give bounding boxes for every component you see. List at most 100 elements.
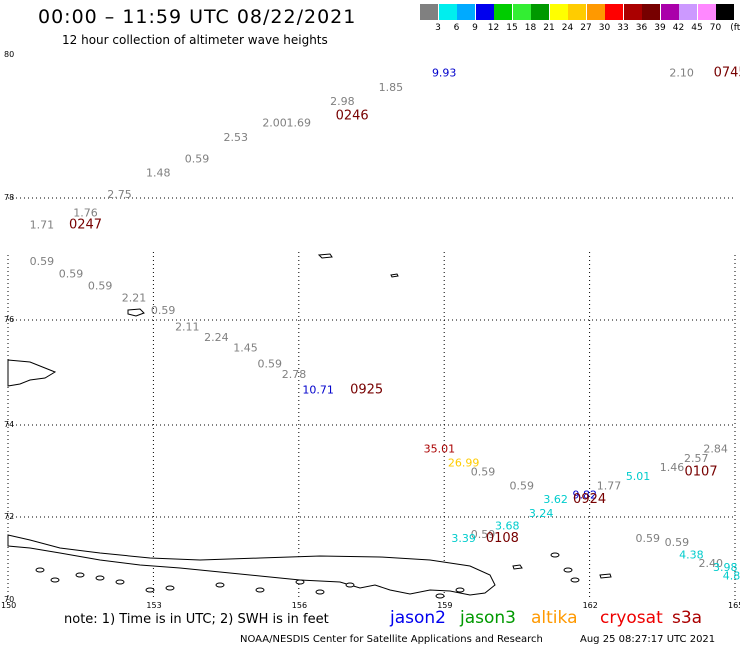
wave-height-label: 0.59 bbox=[636, 532, 661, 545]
legend-swatch bbox=[623, 4, 642, 20]
wave-height-label: 9.82 bbox=[573, 489, 598, 502]
wave-height-label: 2.57 bbox=[684, 452, 709, 465]
legend-swatch bbox=[512, 4, 531, 20]
legend-swatch bbox=[568, 4, 586, 20]
legend-swatch bbox=[605, 4, 623, 20]
time-mark-label: 0107 bbox=[685, 465, 718, 480]
wave-height-label: 1.85 bbox=[379, 81, 404, 94]
wave-height-label: 2.75 bbox=[107, 188, 132, 201]
lat-lon-grid bbox=[7, 197, 736, 600]
wave-height-label: 4.81 bbox=[723, 569, 740, 582]
island-outline bbox=[570, 577, 580, 583]
legend-label: 27 bbox=[580, 23, 592, 33]
time-mark-label: 0108 bbox=[486, 531, 519, 546]
wave-height-label: 26.99 bbox=[448, 456, 480, 469]
wave-height-label: 10.71 bbox=[302, 384, 334, 397]
page-title: 00:00 – 11:59 UTC 08/22/2021 bbox=[38, 6, 357, 28]
wave-height-label: 9.93 bbox=[432, 66, 457, 79]
legend-swatch bbox=[420, 4, 438, 20]
legend-label: 45 bbox=[691, 23, 703, 33]
wave-height-label: 2.40 bbox=[699, 557, 724, 570]
legend-swatch bbox=[475, 4, 494, 20]
wave-height-label: 1.69 bbox=[287, 117, 312, 130]
satellite-jason3: jason3 bbox=[460, 608, 516, 628]
land-outline bbox=[7, 359, 57, 387]
wave-height-label: 2.53 bbox=[224, 131, 249, 144]
island-outline bbox=[563, 567, 573, 573]
wave-height-label: 0.59 bbox=[509, 479, 534, 492]
legend-swatch bbox=[642, 4, 660, 20]
satellite-jason2: jason2 bbox=[390, 608, 446, 628]
legend-label: 30 bbox=[598, 23, 611, 33]
legend-unit: (ft) bbox=[730, 23, 740, 33]
legend-label: 18 bbox=[524, 23, 537, 33]
wave-height-label: 1.76 bbox=[73, 206, 98, 219]
wave-observations: 1.71 1.76 2.75 1.48 0.59 2.53 2.00 1.69 2.98 1.85… bbox=[30, 66, 740, 582]
wave-height-label: 1.46 bbox=[660, 461, 685, 474]
wave-height-label: 1.45 bbox=[233, 342, 258, 355]
generated-timestamp: Aug 25 08:27:17 UTC 2021 bbox=[580, 634, 716, 645]
wave-height-label: 2.78 bbox=[282, 368, 307, 381]
wave-height-label: 1.71 bbox=[30, 219, 55, 232]
wave-height-label: 2.00 bbox=[262, 117, 287, 130]
landmass bbox=[7, 253, 612, 599]
wave-height-label: 2.98 bbox=[330, 95, 355, 108]
island-outline bbox=[75, 572, 85, 578]
longitude-tick: 150 bbox=[1, 601, 17, 610]
legend-swatch bbox=[549, 4, 568, 20]
wave-height-label: 0.59 bbox=[88, 280, 113, 293]
legend-swatch bbox=[457, 4, 475, 20]
satellite-altika: altika bbox=[531, 608, 578, 628]
longitude-tick: 156 bbox=[291, 601, 308, 610]
island-outline bbox=[165, 585, 175, 591]
wave-height-label: 35.01 bbox=[424, 443, 456, 456]
island-outline bbox=[255, 587, 265, 593]
time-mark-label: 0247 bbox=[69, 218, 102, 233]
island-outline bbox=[455, 587, 465, 593]
land-outline bbox=[512, 564, 523, 570]
wave-height-label: 0.59 bbox=[59, 267, 84, 280]
wave-height-label: 0.59 bbox=[30, 255, 55, 268]
legend-label: 33 bbox=[617, 23, 629, 33]
time-marks: 0247 0246 0745 0925 0107 0924 0108 bbox=[69, 65, 740, 545]
legend-label: 12 bbox=[487, 23, 500, 33]
longitude-tick: 159 bbox=[437, 601, 453, 610]
wave-height-label: 2.11 bbox=[175, 321, 200, 334]
island-outline bbox=[35, 567, 45, 573]
time-mark-label: 0925 bbox=[350, 383, 383, 398]
wave-height-label: 3.98 bbox=[713, 561, 738, 574]
legend-label: 15 bbox=[506, 23, 518, 33]
legend-swatch bbox=[586, 4, 605, 20]
legend-swatch bbox=[697, 4, 716, 20]
latitude-tick: 74 bbox=[4, 420, 15, 429]
legend-label: 24 bbox=[561, 23, 574, 33]
time-mark-label: 0924 bbox=[573, 492, 606, 507]
wave-height-label: 2.10 bbox=[669, 66, 694, 79]
land-outline bbox=[317, 253, 333, 259]
wave-height-label: 2.84 bbox=[703, 443, 728, 456]
wave-height-label: 1.77 bbox=[597, 479, 622, 492]
wave-height-label: 4.38 bbox=[679, 549, 704, 562]
legend-swatch bbox=[660, 4, 679, 20]
wave-height-label: 0.59 bbox=[257, 357, 282, 370]
satellite-s3a: s3a bbox=[672, 608, 703, 628]
legend-swatch bbox=[438, 4, 457, 20]
legend-label: 39 bbox=[654, 23, 666, 33]
wave-height-label: 0.59 bbox=[471, 528, 496, 541]
wave-height-label: 0.59 bbox=[185, 152, 210, 165]
wave-height-label: 3.24 bbox=[529, 507, 554, 520]
island-outline bbox=[145, 587, 155, 593]
latitude-tick: 76 bbox=[4, 315, 15, 324]
island-outline bbox=[550, 552, 560, 558]
land-outline bbox=[127, 308, 145, 317]
wave-height-label: 3.62 bbox=[543, 493, 568, 506]
island-outline bbox=[115, 579, 125, 585]
island-outline bbox=[295, 579, 305, 585]
land-outline bbox=[390, 273, 399, 278]
satellite-cryosat: cryosat bbox=[600, 608, 663, 628]
legend-label: 21 bbox=[543, 23, 555, 33]
page-subtitle: 12 hour collection of altimeter wave hei… bbox=[62, 33, 328, 47]
legend-label: 3 bbox=[435, 23, 441, 33]
longitude-tick: 153 bbox=[146, 601, 162, 610]
